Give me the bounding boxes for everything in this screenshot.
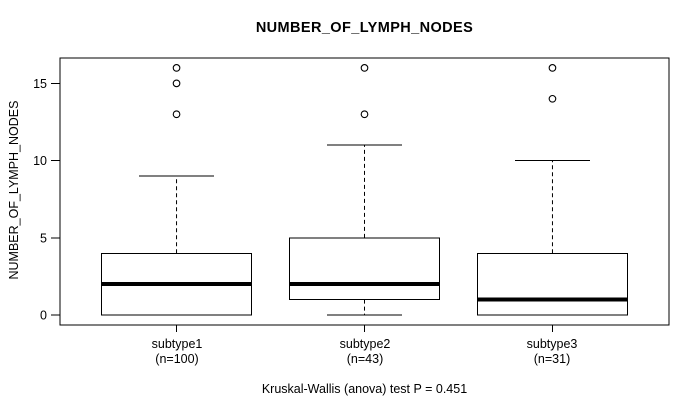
group-name: subtype1 bbox=[151, 337, 203, 351]
chart-title: NUMBER_OF_LYMPH_NODES bbox=[255, 20, 474, 36]
stat-test-caption: Kruskal-Wallis (anova) test P = 0.451 bbox=[261, 382, 468, 396]
y-tick-label: 10 bbox=[33, 154, 47, 168]
outlier-point bbox=[172, 110, 181, 119]
iqr-box-subtype2 bbox=[288, 237, 441, 301]
iqr-box-subtype3 bbox=[476, 252, 629, 316]
outlier-point bbox=[360, 110, 369, 119]
group-n-count: (n=31) bbox=[533, 352, 571, 366]
outlier-point bbox=[548, 94, 557, 103]
group-n-count: (n=100) bbox=[155, 352, 199, 366]
outlier-point bbox=[172, 64, 181, 72]
outlier-point bbox=[360, 64, 369, 72]
outlier-point bbox=[548, 64, 557, 72]
group-label-subtype3: subtype3 (n=31) bbox=[472, 337, 632, 367]
group-n-count: (n=43) bbox=[346, 352, 384, 366]
y-tick-label: 15 bbox=[33, 77, 47, 91]
group-label-subtype2: subtype2 (n=43) bbox=[285, 337, 445, 367]
group-name: subtype3 bbox=[526, 337, 578, 351]
group-label-subtype1: subtype1 (n=100) bbox=[97, 337, 257, 367]
y-tick-label: 5 bbox=[40, 231, 47, 245]
outlier-point bbox=[172, 79, 181, 88]
y-tick-label: 0 bbox=[40, 309, 47, 323]
group-name: subtype2 bbox=[339, 337, 391, 351]
